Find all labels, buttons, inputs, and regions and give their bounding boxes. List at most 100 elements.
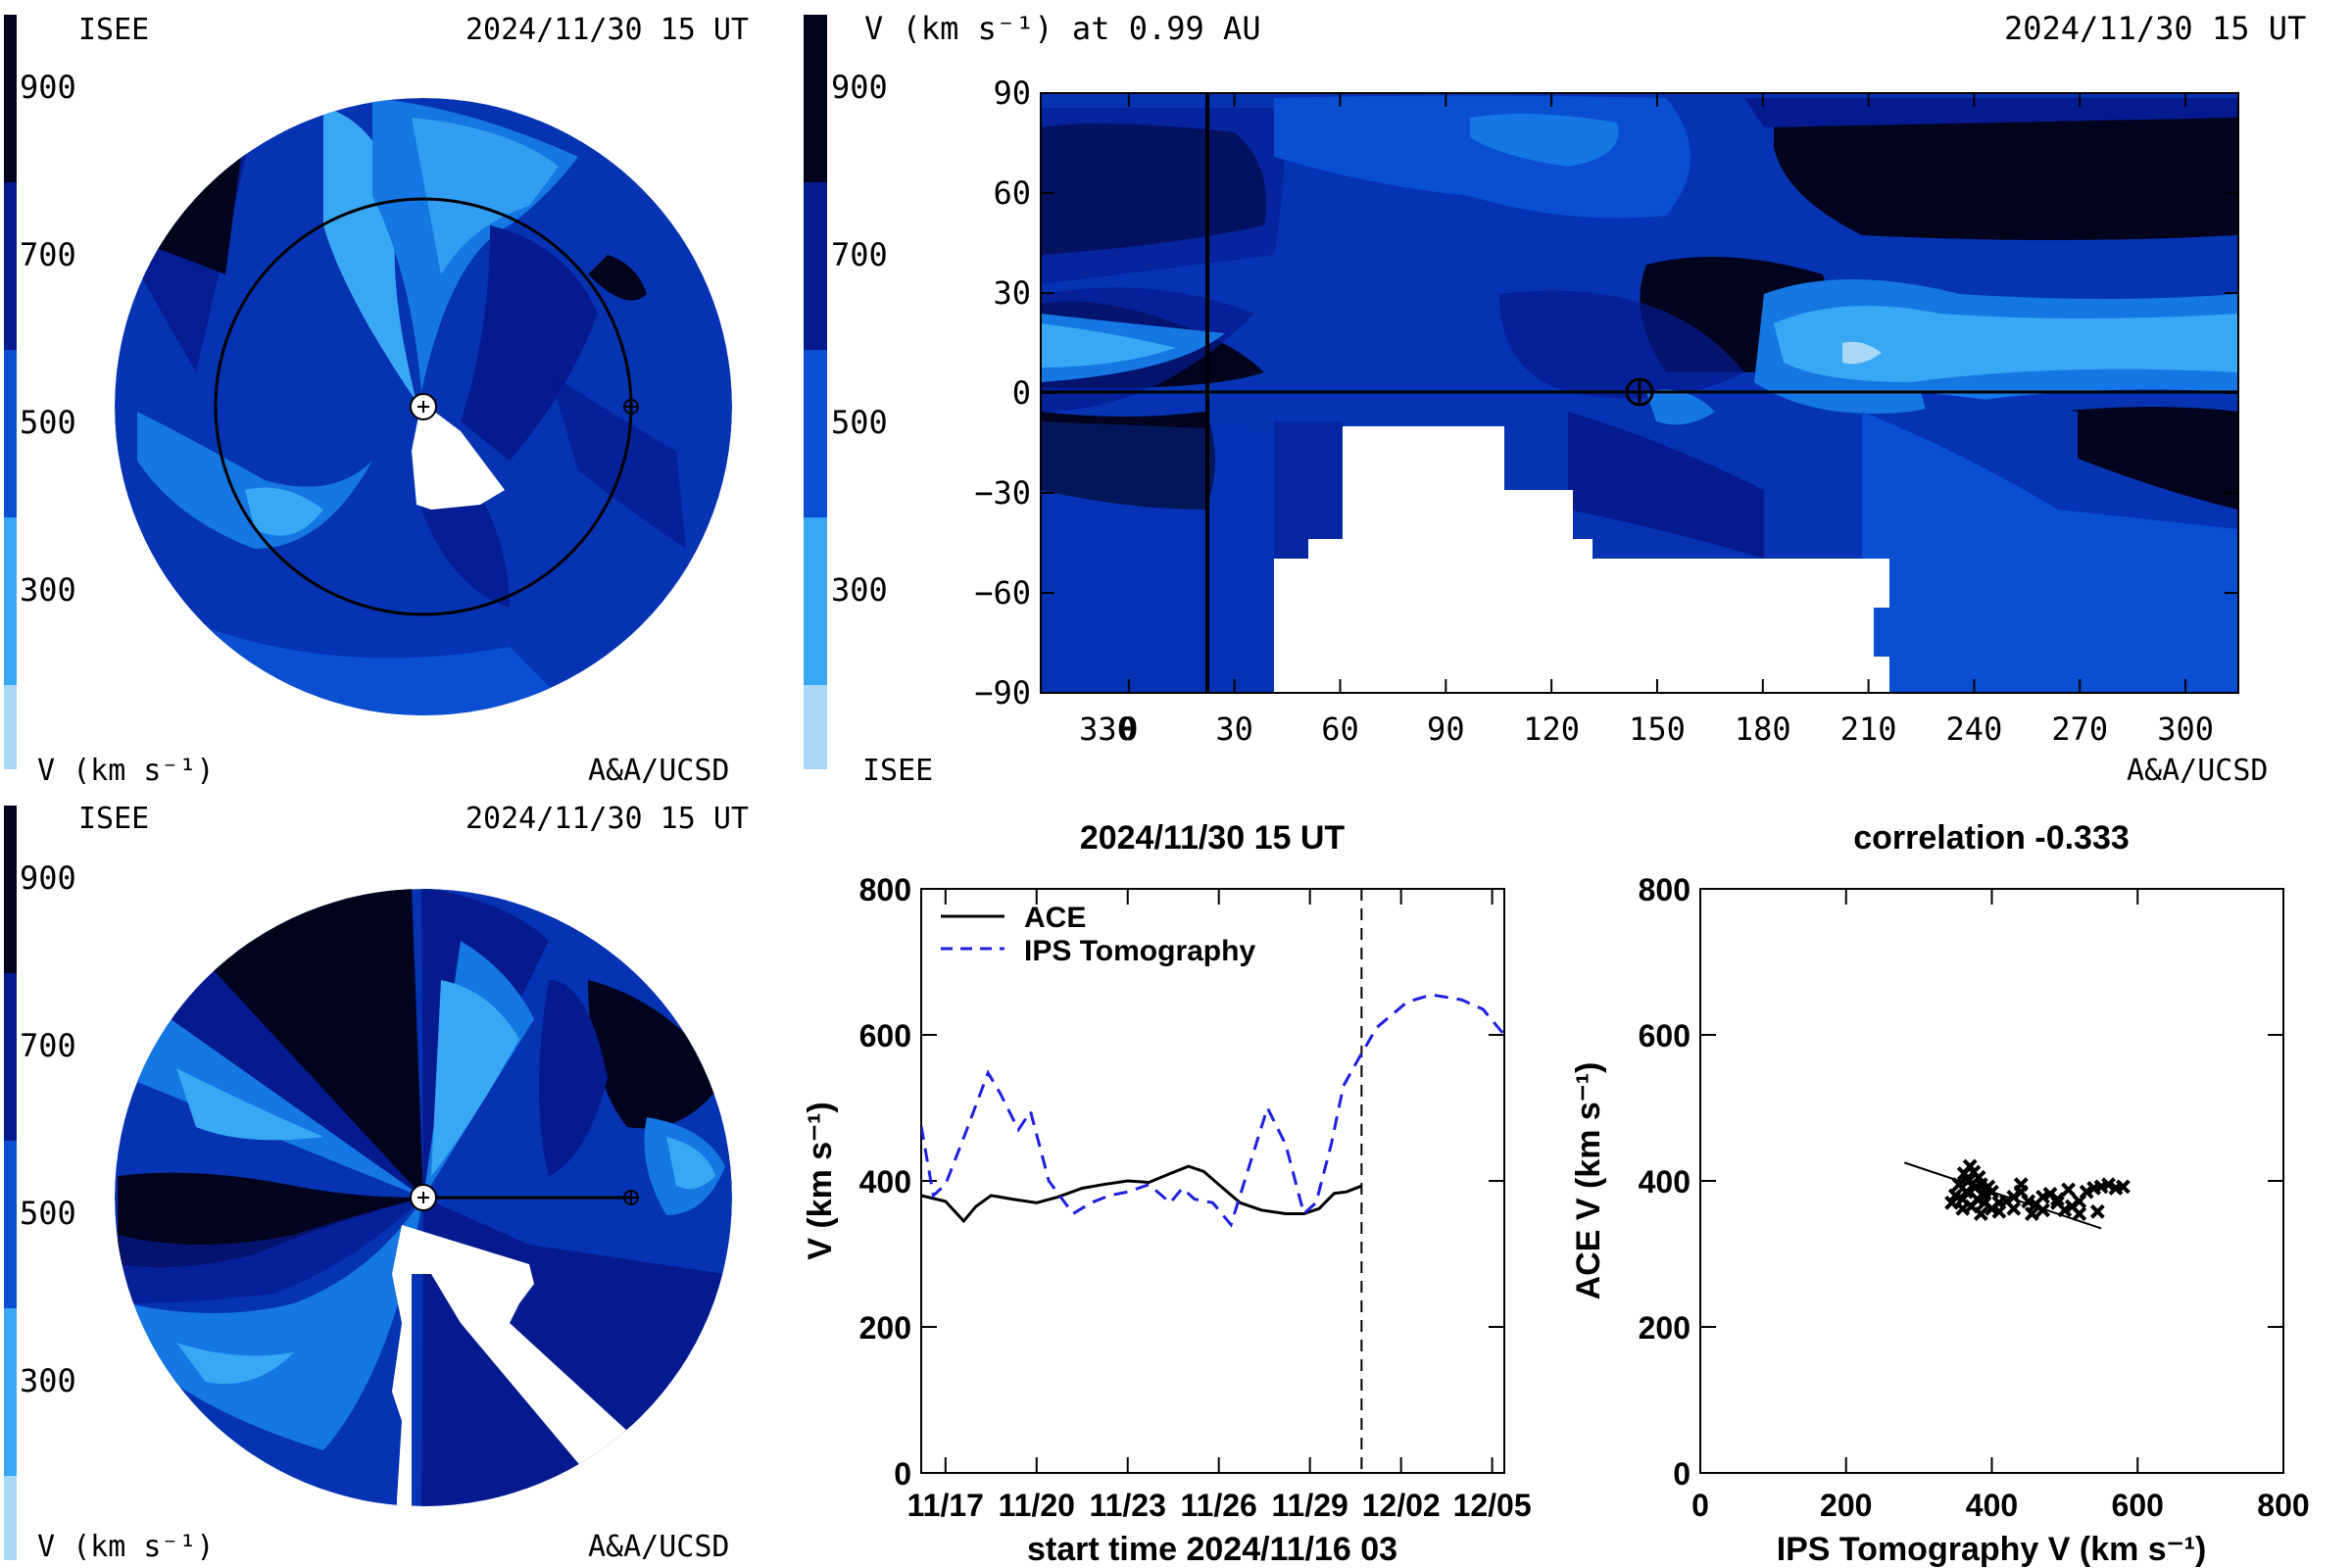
scatter-axes: 0 200 400 600 800 800 600 400 200 0	[1639, 872, 2310, 1523]
sc-ytick-label: 400	[1639, 1164, 1690, 1200]
map-xtick-label: 30	[1215, 710, 1253, 748]
data-gap	[1274, 426, 1889, 693]
ts-xtick-label: 11/26	[1181, 1488, 1257, 1523]
map-credit: A&A/UCSD	[2127, 754, 2269, 788]
ts-xtick-label: 11/29	[1272, 1488, 1348, 1523]
series-ips-line	[921, 993, 1504, 1228]
data-gap	[392, 1225, 627, 1499]
ts-ytick-label: 400	[859, 1164, 911, 1200]
scatter-point	[2024, 1206, 2039, 1221]
legend-ips-label: IPS Tomography	[1024, 935, 1255, 967]
map-ytick-label: 60	[993, 174, 1031, 212]
map-ytick-label: 30	[993, 274, 1031, 312]
ts-ytick-label: 200	[859, 1310, 911, 1346]
map-title: V (km s⁻¹) at 0.99 AU	[864, 10, 1261, 47]
colorbar-segment	[4, 182, 17, 350]
map-timestamp: 2024/11/30 15 UT	[2004, 10, 2306, 47]
scatter-point	[1959, 1184, 1974, 1200]
scatter-xlabel: IPS Tomography V (km s⁻¹)	[1777, 1531, 2207, 1568]
ts-xtick-label: 12/05	[1453, 1488, 1532, 1523]
meridional-panel: 900 700 500 300 ISEE 2024/11/30 15 UT V …	[4, 802, 749, 1564]
colorbar-segment	[4, 517, 17, 685]
scatter-point	[2079, 1184, 2094, 1200]
sc-ytick-label: 800	[1639, 872, 1690, 907]
colorbar-tick-300: 300	[20, 571, 76, 609]
colorbar-tick-300: 300	[20, 1362, 76, 1399]
scatter-point	[2061, 1182, 2077, 1198]
colorbar-segment	[4, 350, 17, 517]
timestamp-label: 2024/11/30 15 UT	[466, 802, 749, 836]
colorbar-tick-500: 500	[831, 404, 888, 441]
scatter-point	[1944, 1195, 1960, 1210]
credit-label: A&A/UCSD	[588, 754, 730, 788]
ts-ytick-label: 0	[894, 1456, 911, 1492]
scatter-title: correlation -0.333	[1853, 819, 2130, 857]
sc-xtick-label: 800	[2257, 1488, 2309, 1523]
scatter-point	[2089, 1203, 2105, 1219]
timeseries-panel: 2024/11/30 15 UT start time 2024/11/16 0…	[802, 819, 1532, 1568]
timeseries-axes: 11/17 11/20 11/23 11/26 11/29 12/02 12/05 800 60…	[859, 872, 1532, 1523]
colorbar-segment	[4, 15, 17, 182]
scatter-fit-line	[1903, 1161, 2102, 1230]
ts-xtick-label: 11/23	[1090, 1488, 1166, 1523]
colorbar-tick-300: 300	[831, 571, 888, 609]
ts-ytick-label: 600	[859, 1018, 911, 1054]
legend-ace-label: ACE	[1024, 902, 1086, 934]
sc-ytick-label: 200	[1639, 1310, 1690, 1346]
sc-xtick-label: 0	[1691, 1488, 1709, 1523]
unit-label: V (km s⁻¹)	[37, 1530, 215, 1564]
colorbar-meridional: 900 700 500 300	[4, 806, 76, 1560]
org-label: ISEE	[78, 802, 149, 836]
colorbar-tick-900: 900	[20, 69, 76, 106]
data-gap	[412, 402, 505, 510]
timeseries-xlabel: start time 2024/11/16 03	[1027, 1531, 1397, 1568]
map-ytick-label: 90	[993, 74, 1031, 112]
map-xtick-label: 150	[1629, 710, 1686, 748]
timeseries-ylabel: V (km s⁻¹)	[802, 1102, 839, 1260]
sc-xtick-label: 200	[1820, 1488, 1872, 1523]
credit-label: A&A/UCSD	[588, 1530, 730, 1564]
colorbar-map: 900 700 500 300	[804, 15, 888, 769]
sc-ytick-label: 0	[1673, 1456, 1690, 1492]
sc-xtick-label: 600	[2112, 1488, 2164, 1523]
velocity-disk-ecliptic	[115, 98, 732, 715]
scatter-panel: correlation -0.333 IPS Tomography V (km …	[1570, 819, 2310, 1568]
colorbar-segment	[4, 685, 17, 769]
ts-xtick-label: 11/17	[907, 1488, 984, 1523]
sun-cross	[417, 1192, 429, 1203]
scatter-point	[1991, 1203, 2007, 1219]
scatter-point	[2072, 1206, 2087, 1221]
map-ytick-label: −90	[974, 674, 1031, 711]
scatter-point	[2006, 1200, 2022, 1216]
colorbar-tick-900: 900	[831, 69, 888, 106]
ecliptic-panel: 900 700 500 300 ISEE 2024/11/30 15 UT V …	[4, 13, 749, 788]
scatter-point	[2013, 1177, 2029, 1193]
unit-label: V (km s⁻¹)	[37, 754, 215, 788]
map-ytick-label: −30	[974, 474, 1031, 512]
scatter-point	[2035, 1202, 2050, 1218]
map-xtick-label: 90	[1427, 710, 1465, 748]
colorbar-tick-500: 500	[20, 404, 76, 441]
map-xtick-label: 330	[1079, 710, 1136, 748]
earth-icon	[1625, 377, 1654, 407]
map-panel: 900 700 500 300 V (km s⁻¹) at 0.99 AU 20…	[804, 10, 2306, 788]
scatter-point	[1947, 1188, 1963, 1203]
map-xtick-label: 300	[2157, 710, 2214, 748]
scatter-point	[2101, 1177, 2116, 1193]
timestamp-label: 2024/11/30 15 UT	[466, 13, 749, 47]
map-xtick-label: 270	[2051, 710, 2108, 748]
map-xtick-label: 240	[1946, 710, 2003, 748]
sun-cross	[417, 401, 429, 413]
map-xtick-label: 120	[1523, 710, 1580, 748]
sc-ytick-label: 600	[1639, 1018, 1690, 1054]
map-ytick-label: −60	[974, 574, 1031, 612]
colorbar-tick-500: 500	[20, 1195, 76, 1232]
scatter-points	[1944, 1158, 2131, 1221]
scatter-point	[2115, 1179, 2131, 1195]
colorbar-tick-900: 900	[20, 859, 76, 897]
scatter-point	[2050, 1192, 2065, 1207]
timeseries-title: 2024/11/30 15 UT	[1080, 819, 1346, 857]
map-ytick-label: 0	[1012, 374, 1031, 412]
